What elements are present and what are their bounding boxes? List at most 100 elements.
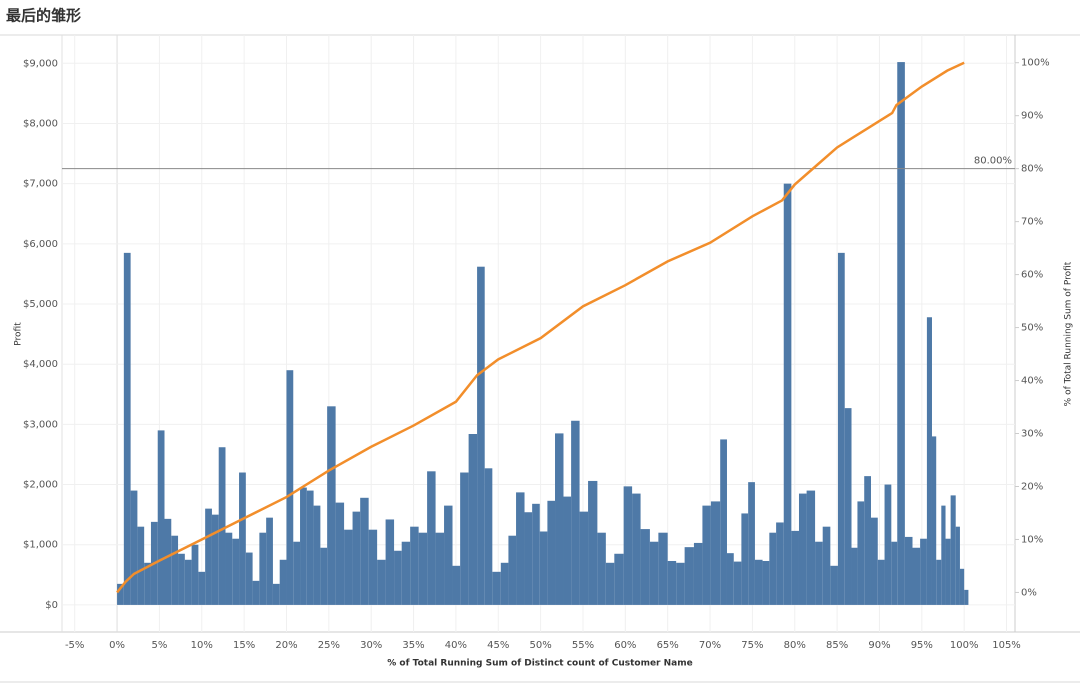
bar	[676, 562, 685, 605]
x-tick-label: 20%	[275, 640, 297, 651]
y2-tick-label: 60%	[1021, 270, 1043, 281]
x-tick-label: 90%	[868, 640, 890, 651]
bar	[920, 538, 927, 605]
bar	[184, 559, 192, 605]
bar	[748, 482, 755, 605]
bar	[936, 559, 942, 605]
bar	[926, 317, 932, 605]
bar	[144, 562, 151, 605]
y-tick-label: $1,000	[23, 540, 58, 551]
bar	[157, 430, 165, 605]
x-tick-label: 0%	[109, 640, 125, 651]
bar	[130, 490, 138, 605]
bar	[945, 538, 951, 605]
bar	[588, 480, 598, 605]
bar	[286, 370, 294, 605]
bar	[783, 183, 792, 605]
y2-axis-title: % of Total Running Sum of Profit	[1064, 261, 1074, 406]
bar	[844, 408, 852, 605]
bar	[410, 526, 419, 605]
bar	[720, 439, 727, 605]
bar	[352, 511, 361, 605]
y-tick-label: $7,000	[23, 179, 58, 190]
bar	[344, 529, 353, 605]
bar	[605, 562, 615, 605]
bar	[955, 526, 960, 605]
bar	[266, 517, 273, 605]
bar	[313, 505, 321, 605]
y2-tick-label: 50%	[1021, 323, 1043, 334]
bar	[762, 560, 770, 605]
y-tick-label: $4,000	[23, 359, 58, 370]
bar	[259, 532, 267, 605]
bar	[484, 468, 493, 605]
x-tick-label: 50%	[530, 640, 552, 651]
bar	[239, 472, 246, 605]
bar	[435, 532, 445, 605]
y2-tick-label: 10%	[1021, 534, 1043, 545]
y-tick-label: $0	[45, 600, 58, 611]
x-tick-label: 30%	[360, 640, 382, 651]
bar	[452, 565, 461, 605]
bar	[360, 497, 369, 605]
bar	[500, 562, 509, 605]
bar	[959, 568, 965, 605]
bar	[279, 559, 287, 605]
bar	[563, 496, 572, 605]
y2-tick-label: 100%	[1021, 58, 1050, 69]
bar	[320, 547, 328, 605]
x-tick-label: 85%	[826, 640, 848, 651]
line	[116, 61, 965, 594]
y-tick-label: $3,000	[23, 419, 58, 430]
bar	[232, 538, 240, 605]
bar	[822, 526, 831, 605]
bar	[754, 559, 763, 605]
bar	[368, 529, 378, 605]
bar	[667, 560, 677, 605]
bar	[123, 252, 131, 605]
bar	[198, 571, 206, 605]
bar	[178, 553, 185, 605]
bar	[225, 532, 233, 605]
x-tick-label: 105%	[992, 640, 1021, 651]
bar	[444, 505, 453, 605]
x-tick-label: 75%	[741, 640, 763, 651]
x-tick-label: 45%	[487, 640, 509, 651]
x-tick-label: -5%	[65, 640, 84, 651]
bar	[640, 529, 650, 605]
bar	[293, 541, 301, 605]
bar	[877, 559, 885, 605]
bar	[950, 495, 956, 605]
bar	[164, 518, 172, 605]
x-tick-label: 95%	[911, 640, 933, 651]
bar	[623, 486, 633, 605]
y2-tick-label: 20%	[1021, 481, 1043, 492]
x-tick-label: 35%	[402, 640, 424, 651]
bar	[555, 433, 564, 605]
bar	[516, 492, 525, 605]
bar	[769, 532, 777, 605]
bar	[300, 487, 307, 605]
x-tick-label: 100%	[950, 640, 979, 651]
bar	[218, 447, 226, 605]
x-tick-label: 65%	[657, 640, 679, 651]
bar	[306, 490, 314, 605]
x-tick-label: 10%	[191, 640, 213, 651]
bar	[211, 514, 219, 605]
bar	[776, 522, 784, 605]
y-tick-label: $8,000	[23, 118, 58, 129]
bar	[798, 493, 807, 605]
y2-tick-label: 90%	[1021, 111, 1043, 122]
bar	[815, 541, 823, 605]
y-tick-label: $6,000	[23, 239, 58, 250]
bar	[205, 508, 212, 605]
y-tick-label: $2,000	[23, 480, 58, 491]
x-tick-label: 60%	[614, 640, 636, 651]
bar	[931, 436, 937, 605]
bar	[864, 476, 871, 605]
bar	[904, 536, 913, 605]
x-tick-label: 15%	[233, 640, 255, 651]
bar	[733, 561, 742, 605]
bar	[941, 505, 946, 605]
